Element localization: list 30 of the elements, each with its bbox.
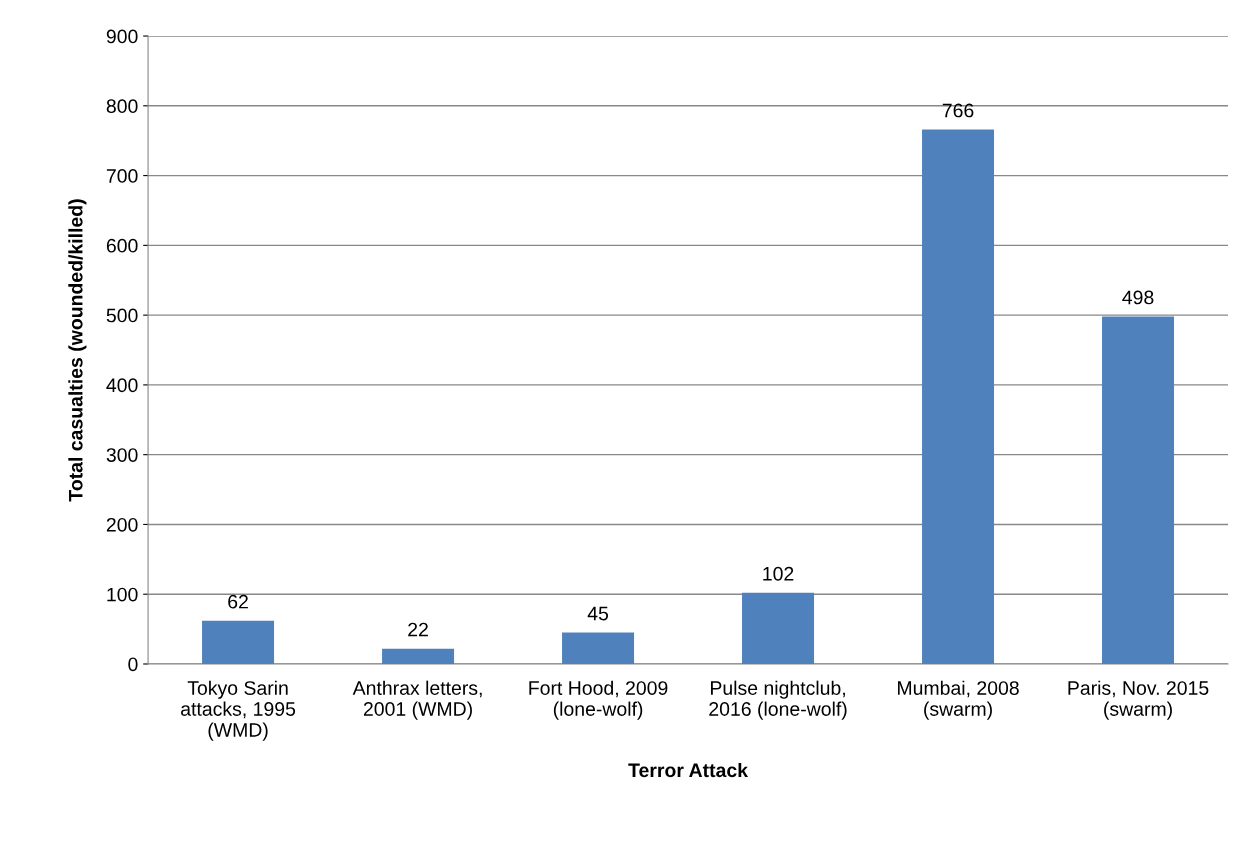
data-label: 102 bbox=[763, 566, 794, 581]
bar bbox=[742, 592, 815, 664]
y-tick-label: 400 bbox=[106, 378, 138, 393]
bar bbox=[922, 129, 995, 664]
x-tick-label: Anthrax letters, 2001 (WMD) bbox=[352, 680, 482, 720]
x-tick-label: Fort Hood, 2009 (lone-wolf) bbox=[529, 680, 668, 720]
x-tick-label: Paris, Nov. 2015 (swarm) bbox=[1068, 680, 1209, 720]
y-tick-label: 700 bbox=[106, 169, 138, 183]
data-label: 22 bbox=[408, 622, 428, 637]
y-tick-label: 800 bbox=[106, 99, 138, 114]
y-tick-label: 100 bbox=[107, 587, 138, 602]
y-tick-label: 600 bbox=[106, 238, 138, 253]
bar bbox=[382, 648, 455, 664]
y-axis-title: Total casualties (wounded/killed) bbox=[68, 199, 87, 502]
x-axis-title: Terror Attack bbox=[628, 762, 749, 778]
y-tick-label: 500 bbox=[106, 308, 138, 323]
x-tick-label: Pulse nightclub, 2016 (lone-wolf) bbox=[709, 680, 847, 720]
y-tick-label: 200 bbox=[106, 517, 138, 532]
y-tick-label: 300 bbox=[106, 448, 138, 462]
y-tick-label: 0 bbox=[128, 657, 138, 672]
bar bbox=[1102, 316, 1175, 664]
bar bbox=[202, 620, 275, 664]
data-label: 498 bbox=[1122, 290, 1154, 305]
x-tick-label: Tokyo Sarin attacks, 1995 (WMD) bbox=[181, 680, 296, 741]
data-label: 45 bbox=[587, 606, 609, 621]
data-label: 766 bbox=[942, 103, 974, 118]
x-tick-label: Mumbai, 2008 (swarm) bbox=[898, 680, 1019, 720]
data-label: 62 bbox=[228, 594, 248, 609]
bar bbox=[562, 632, 635, 664]
y-tick-label: 900 bbox=[106, 29, 138, 44]
